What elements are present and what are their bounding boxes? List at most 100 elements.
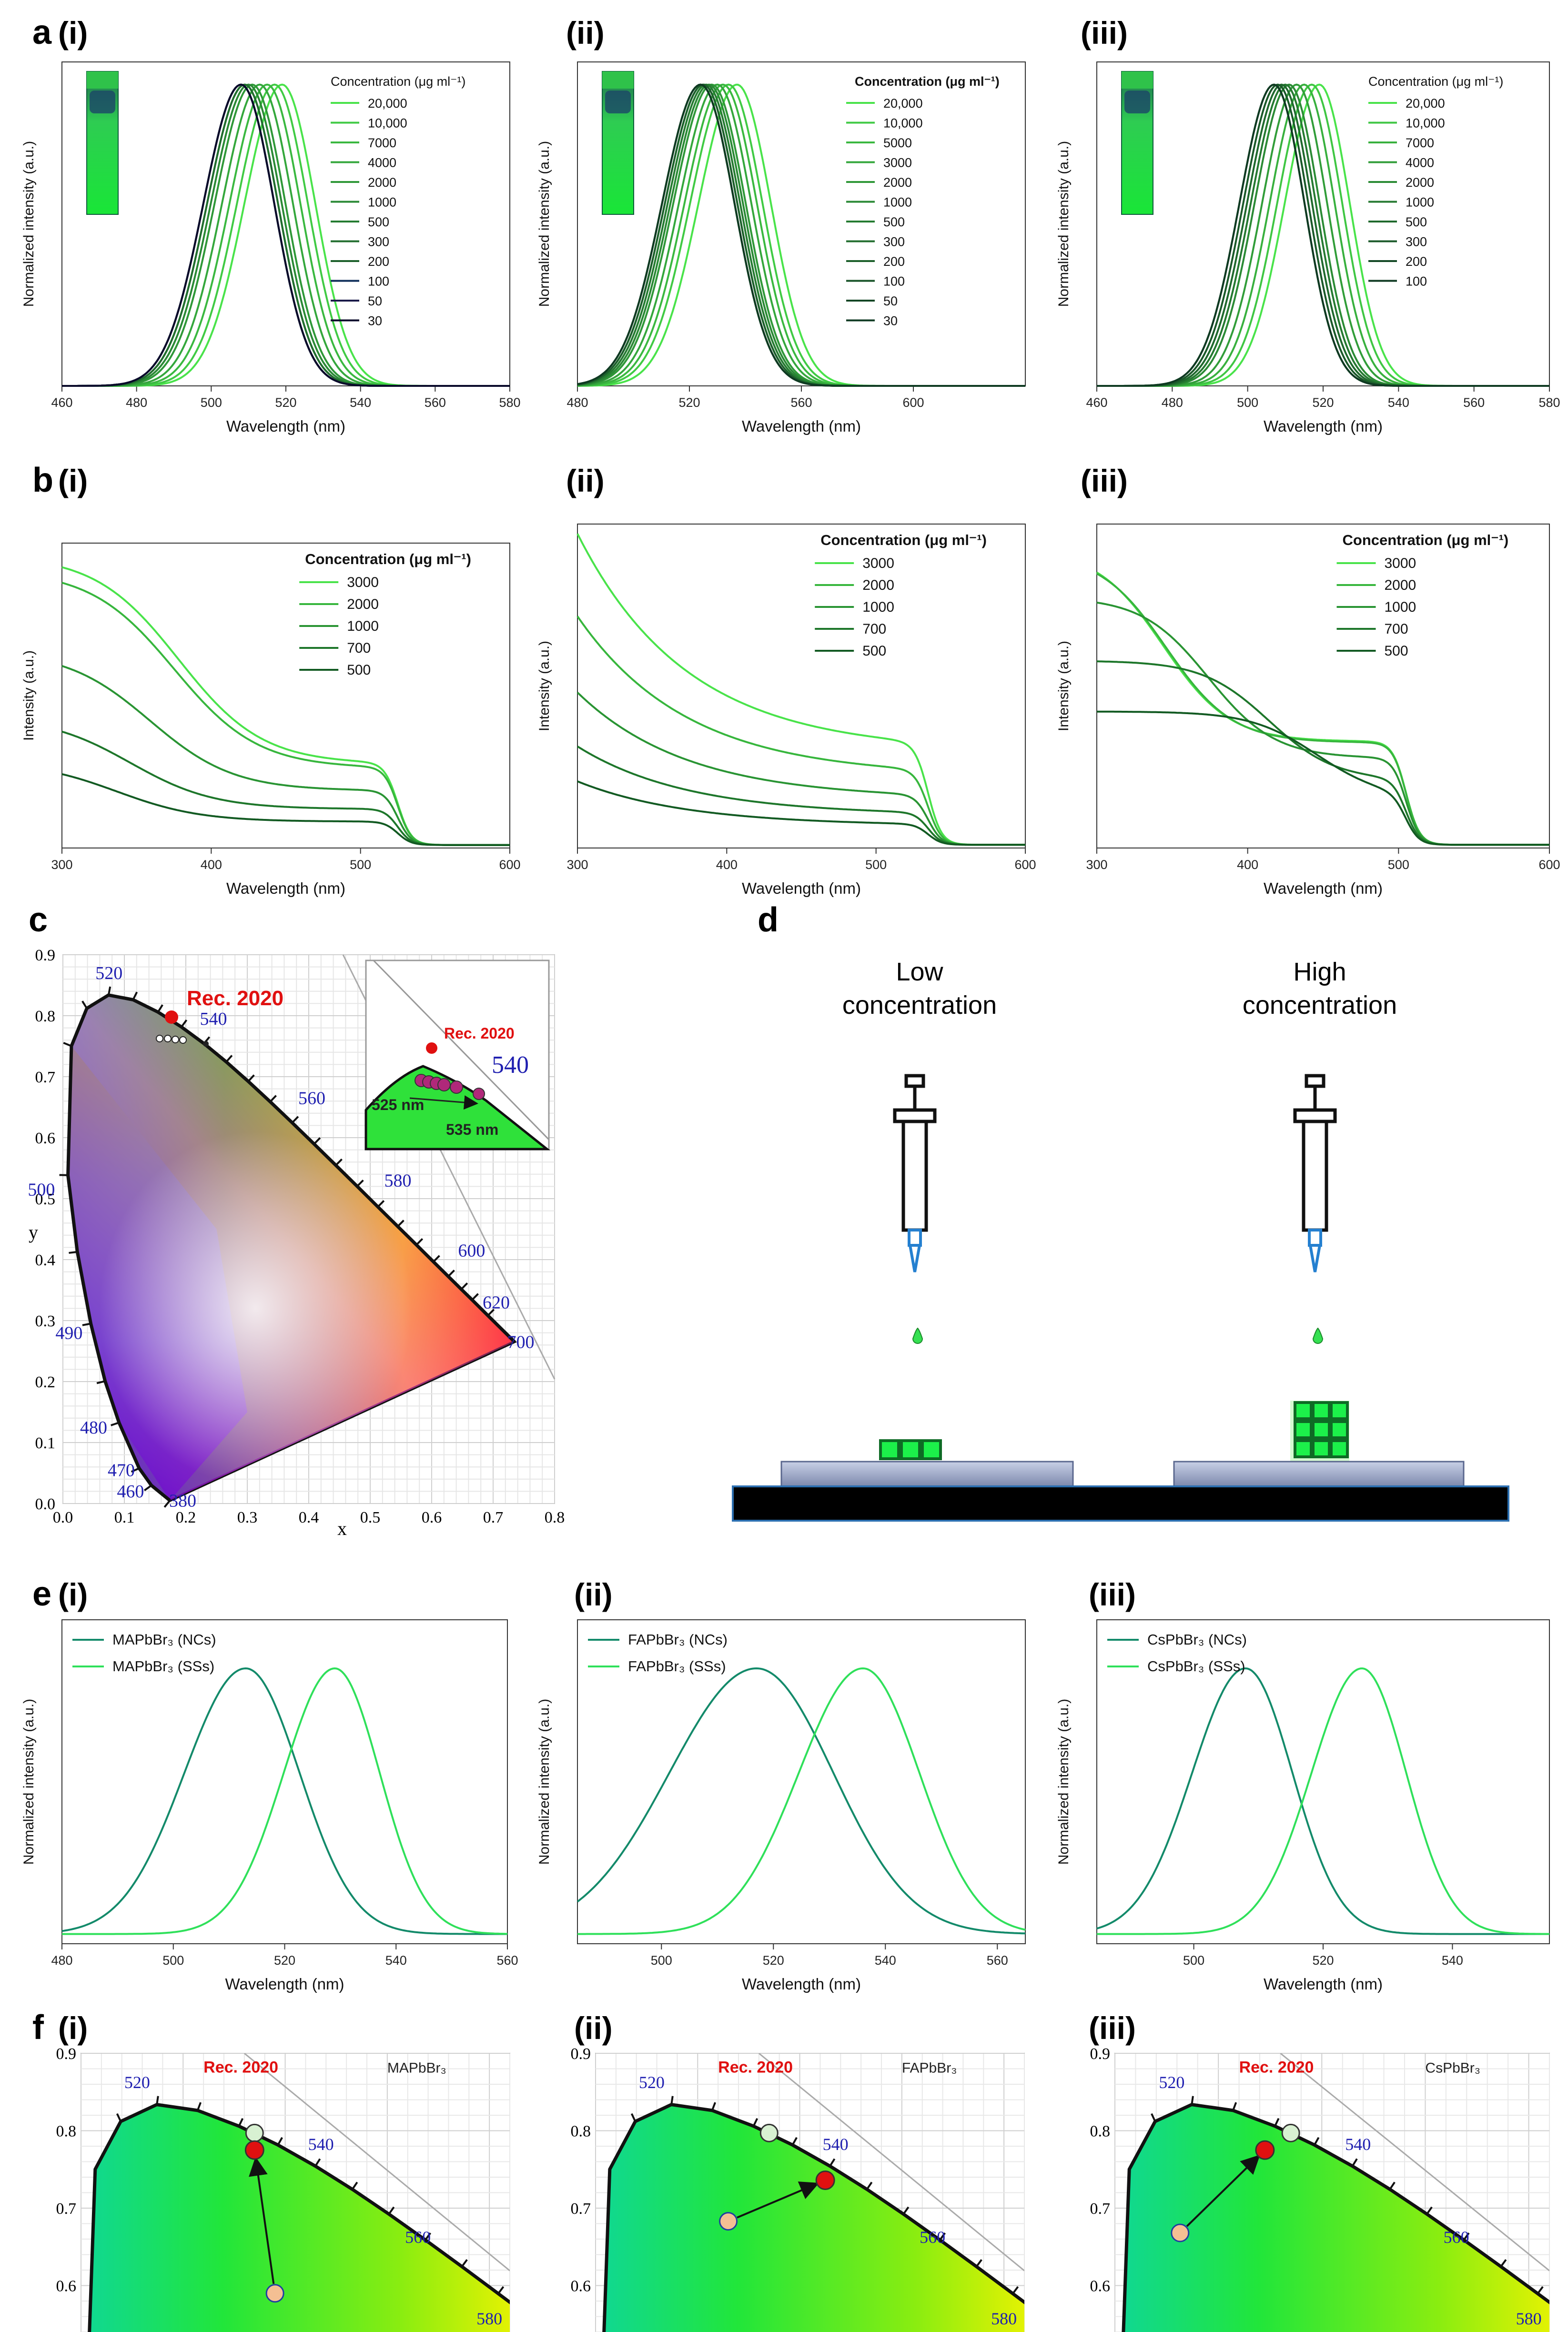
panel-f-letter: f [32,2009,44,2047]
a2-legend-5000: 5000 [883,136,912,150]
b1-legend-title: Concentration (μg ml⁻¹) [305,551,471,567]
e3-legend-ncs: CsPbBr₃ (NCs) [1147,1631,1247,1648]
f1-rec2020-label: Rec. 2020 [203,2059,278,2077]
e2-legend-sss: FAPbBr₃ (SSs) [628,1658,726,1675]
f1-locus-edge [88,2102,510,2332]
f2-wavelength-label-540: 540 [823,2135,849,2154]
a-sub-i: (i) [58,15,88,50]
cie-y-tick-label: 0.3 [35,1312,56,1330]
b3-x-tick-label: 600 [1538,858,1560,872]
cie-wavelength-label-480: 480 [80,1418,107,1438]
a2-legend-50: 50 [883,294,898,308]
b3-legend-title: Concentration (μg ml⁻¹) [1343,532,1509,548]
e3-series-sss-line [1097,1667,1549,1935]
f1-locus-tick [196,2102,202,2111]
e1-x-tick-label: 520 [274,1953,295,1968]
b1-x-tick-label: 300 [51,858,72,872]
a2-legend-300: 300 [883,235,905,249]
b1-y-axis-label: Intensity (a.u.) [21,650,37,741]
b2-legend-3000: 3000 [862,555,894,571]
cie-wavelength-label-560: 560 [298,1089,325,1109]
cie-wavelength-label-600: 600 [458,1241,485,1261]
a2-x-tick-label: 560 [790,395,812,410]
a2-legend-200: 200 [883,254,905,269]
a1-x-tick-label: 500 [201,395,222,410]
low-concentration-line1: Low [896,958,943,986]
f3-ss-point [1255,2140,1275,2160]
f1-nc-point [265,2284,284,2303]
cie-y-tick-label: 0.2 [35,1373,56,1391]
f3-y-tick-label: 0.7 [1090,2200,1111,2218]
panel-a-1-chart: 460 480 500 520 540 560 580 Wavelength (nm) Norm… [21,61,521,435]
e3-x-tick-label: 540 [1442,1953,1463,1968]
a2-series-30-line [577,83,1025,387]
a1-legend-300: 300 [368,235,389,249]
cie-x-tick-label: 0.1 [114,1509,135,1526]
a2-legend-title: Concentration (μg ml⁻¹) [855,74,1000,89]
cie-locus-tick [63,1042,72,1047]
b2-x-tick-label: 500 [865,858,887,872]
b2-x-axis-label: Wavelength (nm) [742,879,861,897]
a1-legend-50: 50 [368,294,382,308]
e-sub-ii: (ii) [574,1577,613,1612]
a1-legend-30: 30 [368,314,382,328]
f3-locus-tick [1426,2206,1433,2215]
f2-locus-edge [602,2102,1024,2332]
a3-vial-dark-band [1124,91,1150,113]
a1-legend-1000: 1000 [368,195,396,210]
f3-locus-tick [1389,2181,1396,2190]
b3-y-axis-label: Intensity (a.u.) [1056,641,1072,731]
cie-inset: Rec. 2020 540 525 nm 535 nm [364,959,551,1151]
b1-legend-500: 500 [347,662,371,678]
cie-x-tick-label: 0.3 [237,1509,258,1526]
f3-locus-tick [1232,2102,1237,2111]
e2-x-tick-label: 540 [875,1953,896,1968]
b2-y-axis-label: Intensity (a.u.) [536,641,552,731]
cie-wavelength-label-620: 620 [483,1292,510,1312]
b3-x-axis-label: Wavelength (nm) [1264,879,1383,897]
a2-legend-30: 30 [883,314,898,328]
cie-locus-tick [377,1200,385,1208]
cie-x-tick-label: 0.5 [360,1509,381,1526]
e3-x-tick-label: 520 [1312,1953,1334,1968]
b-sub-ii: (ii) [566,463,605,498]
cie-x-tick-label: 0.8 [545,1509,565,1526]
e3-series-ncs-line [1096,1667,1549,1935]
e1-y-axis-label: Normalized intensity (a.u.) [21,1699,37,1865]
f-sub-iii: (iii) [1089,2010,1136,2046]
f3-gamut-fill [1123,2104,1549,2332]
panel-b-letter: b [32,461,53,499]
f3-locus-tick [1537,2286,1544,2294]
cie-locus-tick [163,1500,171,1508]
e3-legend-sss: CsPbBr₃ (SSs) [1147,1658,1245,1675]
b1-legend-700: 700 [347,640,371,656]
a1-x-tick-label: 560 [425,395,446,410]
b3-legend-700: 700 [1385,621,1408,637]
cie-x-tick-label: 0.4 [299,1509,319,1526]
f2-locus-tick [670,2096,674,2105]
cie-y-tick-label: 0.6 [35,1130,56,1147]
a1-legend-4000: 4000 [368,156,396,170]
f3-nc-point [1171,2223,1190,2242]
a3-x-tick-label: 460 [1086,395,1107,410]
droplet-low [912,1327,923,1344]
a1-legend-title: Concentration (μg ml⁻¹) [331,74,465,89]
f2-locus-tick [829,2158,836,2167]
e1-x-tick-label: 540 [385,1953,407,1968]
f2-locus-tick [939,2232,946,2241]
cie-wavelength-label-490: 490 [55,1323,82,1343]
a2-legend-1000: 1000 [883,195,912,210]
f2-locus-tick [902,2206,910,2215]
b2-legend-700: 700 [862,621,886,637]
spectra-charts: 460 480 500 520 540 560 580 Wavelength (nm) Norm… [21,61,1560,1993]
b2-x-tick-label: 300 [567,858,588,872]
cie-locus-tick [111,1422,120,1426]
f2-rec2020-point [759,2123,779,2142]
f1-locus-tick [116,2113,122,2122]
inset-540-label: 540 [492,1051,529,1079]
f2-gamut-fill [604,2104,1024,2332]
e1-x-axis-label: Wavelength (nm) [225,1975,344,1993]
substrate-high [1173,1461,1465,1487]
cie-locus-tick [131,1467,140,1473]
